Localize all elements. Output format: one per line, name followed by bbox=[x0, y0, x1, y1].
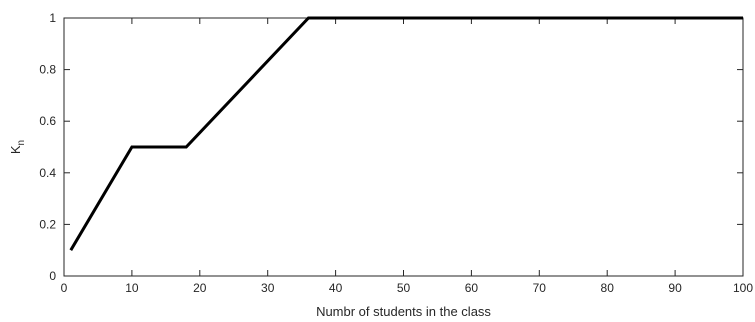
y-tick-label: 0.2 bbox=[39, 217, 56, 231]
x-tick-label: 10 bbox=[125, 281, 139, 295]
y-tick-label: 0.4 bbox=[39, 166, 56, 180]
y-tick-label: 1 bbox=[49, 11, 56, 25]
x-tick-label: 70 bbox=[533, 281, 547, 295]
x-tick-label: 50 bbox=[397, 281, 411, 295]
series-line bbox=[69, 16, 743, 251]
x-tick-label: 0 bbox=[61, 281, 68, 295]
x-axis-label: Numbr of students in the class bbox=[316, 304, 491, 319]
y-axis-label-main: K bbox=[8, 145, 23, 154]
x-tick-label: 80 bbox=[601, 281, 615, 295]
x-tick-label: 20 bbox=[193, 281, 207, 295]
x-tick-label: 100 bbox=[733, 281, 753, 295]
y-tick-label: 0 bbox=[49, 269, 56, 283]
y-tick-label: 0.6 bbox=[39, 114, 56, 128]
y-axis-ticks: 0 0.2 0.4 0.6 0.8 1 bbox=[39, 11, 743, 283]
y-axis-label: Kn bbox=[8, 140, 27, 154]
x-axis-ticks: 0 10 20 30 40 50 60 70 80 90 100 bbox=[61, 18, 753, 295]
y-tick-label: 0.8 bbox=[39, 63, 56, 77]
series-group bbox=[69, 16, 743, 251]
x-tick-label: 40 bbox=[329, 281, 343, 295]
x-tick-label: 90 bbox=[668, 281, 682, 295]
y-axis-label-subscript: n bbox=[16, 140, 27, 146]
x-tick-label: 30 bbox=[261, 281, 275, 295]
x-tick-label: 60 bbox=[465, 281, 479, 295]
